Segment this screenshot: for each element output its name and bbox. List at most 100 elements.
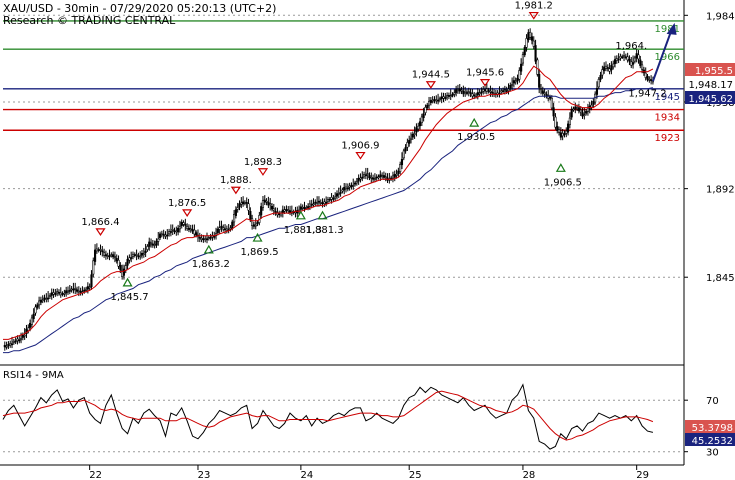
candle-body (426, 104, 429, 108)
candle-body (514, 80, 517, 83)
candle-body (604, 65, 608, 69)
candle-body (93, 249, 97, 262)
candle-body (301, 206, 304, 209)
candle-body (66, 290, 70, 293)
candle-body (139, 255, 142, 258)
candle-body (175, 230, 178, 233)
candle-body (198, 236, 201, 239)
level-label: 1923 (655, 133, 680, 144)
candle-body (209, 237, 212, 239)
low-label: 1,845.7 (110, 292, 148, 303)
candle-body (21, 334, 24, 338)
price-note: 1,964. (615, 41, 647, 52)
candle-body (456, 89, 460, 91)
candle-body (417, 125, 420, 130)
candle-body (283, 209, 286, 212)
candle-body (182, 222, 185, 225)
candle-body (334, 196, 337, 199)
projection-arrowhead (666, 22, 677, 35)
candle-body (621, 56, 624, 59)
candle-body (153, 244, 156, 246)
candle-body (444, 97, 447, 99)
candle-body (503, 89, 506, 91)
candle-body (265, 200, 268, 203)
candle-body (442, 96, 445, 99)
candle-body (267, 202, 270, 206)
candle-body (606, 67, 609, 69)
low-marker (252, 232, 263, 242)
candle-body (189, 228, 192, 231)
candle-body (489, 90, 492, 93)
candle-body (119, 264, 122, 271)
candle-body (326, 199, 330, 202)
candle-body (420, 116, 423, 124)
candle-body (622, 55, 626, 58)
candle-body (252, 224, 256, 227)
candle-body (245, 202, 248, 204)
high-marker (230, 186, 242, 195)
candle-body (639, 59, 642, 66)
candle-body (538, 74, 541, 88)
candle-body (41, 299, 44, 302)
candle-body (305, 207, 308, 209)
candle-body (404, 147, 407, 152)
candle-body (440, 96, 443, 100)
candle-body (455, 89, 458, 93)
candle-body (99, 249, 102, 251)
candle-body (449, 95, 452, 97)
candle-body (615, 58, 618, 61)
candle-body (274, 210, 277, 213)
candle-body (617, 58, 620, 61)
candle-body (233, 214, 236, 223)
ma-fast-price-label: 1,955.5 (695, 66, 733, 77)
candle-body (601, 69, 604, 76)
candle-body (204, 238, 207, 240)
candle-body (77, 290, 80, 293)
candle-body (527, 32, 530, 41)
candle-body (343, 186, 346, 191)
candle-body (106, 255, 109, 257)
high-marker (182, 209, 193, 217)
candle-body (631, 62, 635, 65)
candle-body (568, 117, 571, 125)
candle-body (597, 79, 600, 88)
candle-body (516, 78, 519, 81)
candle-body (148, 241, 151, 247)
candle-body (525, 38, 528, 48)
candle-body (418, 121, 422, 127)
rsi-tick-label: 30 (706, 448, 719, 459)
moving-averages (3, 65, 654, 354)
candle-body (352, 185, 355, 187)
candle-body (556, 126, 559, 131)
candle-body (200, 237, 203, 240)
level-label: 1981 (655, 24, 680, 35)
candle-body (307, 206, 310, 208)
candle-body (316, 202, 319, 204)
candle-body (169, 231, 172, 233)
candle-body (171, 229, 174, 231)
horizontal-levels: 1981 1966 1945 1934 1923 (3, 20, 684, 144)
candle-body (48, 295, 52, 297)
candle-body (619, 56, 622, 59)
candle-body (191, 229, 194, 232)
candle-body (249, 210, 252, 220)
candle-body (411, 133, 414, 138)
candle-body (339, 192, 342, 194)
candle-body (36, 304, 39, 308)
candle-body (379, 174, 382, 178)
candle-body (157, 238, 160, 242)
candle-body (308, 203, 311, 207)
candle-body (644, 72, 647, 78)
candle-body (415, 127, 418, 133)
candle-body (502, 90, 505, 92)
candle-body (328, 199, 331, 201)
candle-body (68, 290, 71, 292)
high-marker (528, 11, 539, 20)
candle-body (299, 206, 302, 210)
candle-body (541, 90, 544, 94)
candle-body (223, 228, 227, 231)
high-label: 1,981.2 (515, 1, 553, 12)
candle-body (314, 201, 317, 204)
